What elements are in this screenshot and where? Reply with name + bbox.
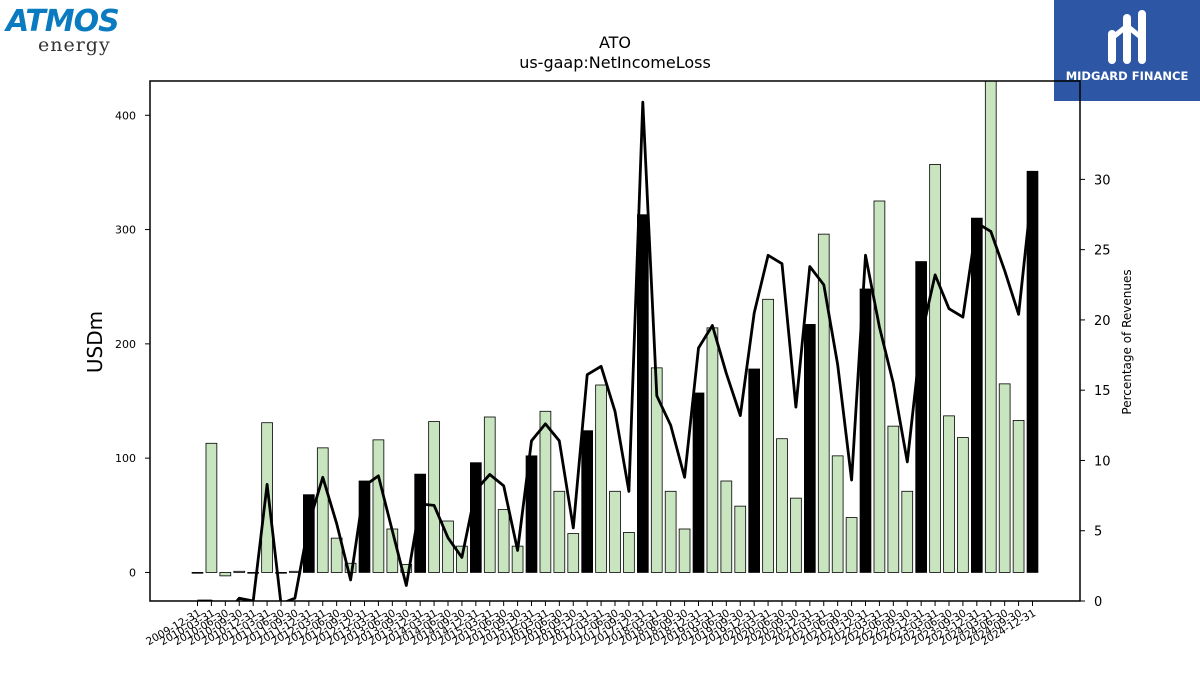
y2-tick-label: 15 <box>1094 384 1111 399</box>
bar <box>998 383 1011 573</box>
bar <box>205 442 218 573</box>
chart-subtitle: us-gaap:NetIncomeLoss <box>519 53 711 72</box>
bar <box>581 430 593 573</box>
bar <box>428 421 440 573</box>
y2-axis-label: Percentage of Revenues <box>1120 269 1134 414</box>
bar <box>316 447 329 573</box>
bar <box>887 425 900 573</box>
bar <box>943 415 955 573</box>
y-axis-label: USDm <box>83 311 107 373</box>
atmos-logo-text: ATMOS <box>6 4 120 39</box>
bar <box>1026 170 1039 573</box>
bar <box>470 462 482 573</box>
series-line <box>197 100 1034 601</box>
plot-area: 01002003004000510152025302009-12-312010-… <box>115 80 1111 648</box>
bar <box>261 422 273 573</box>
bar <box>762 298 774 573</box>
midgard-finance-label: MIDGARD FINANCE <box>1065 69 1189 83</box>
y2-tick-label: 0 <box>1094 595 1102 610</box>
y2-tick-label: 30 <box>1094 173 1111 188</box>
bar <box>831 455 844 573</box>
y-tick-label: 400 <box>115 109 136 122</box>
bar <box>776 438 788 573</box>
bar <box>984 81 997 573</box>
y-tick-label: 200 <box>115 338 136 351</box>
bar <box>539 410 552 573</box>
bar <box>790 497 802 573</box>
bar <box>692 392 705 573</box>
bar <box>678 528 691 573</box>
bar <box>859 288 872 573</box>
bar <box>456 545 468 573</box>
y2-tick-label: 10 <box>1094 454 1111 469</box>
bar <box>303 494 315 573</box>
bar <box>748 368 760 573</box>
bar <box>957 437 969 573</box>
bar <box>720 480 733 573</box>
bar <box>901 490 914 573</box>
bar <box>609 490 621 573</box>
bar <box>734 505 747 573</box>
bar <box>247 572 259 574</box>
bar <box>817 233 830 573</box>
bar <box>845 517 858 573</box>
bar <box>330 537 343 573</box>
bar <box>623 532 635 573</box>
bar <box>233 570 246 573</box>
bar <box>567 533 580 573</box>
bar <box>219 572 232 577</box>
bar <box>553 490 566 573</box>
y2-tick-label: 20 <box>1094 314 1111 329</box>
midgard-mark-icon <box>1108 10 1146 64</box>
bar <box>971 217 983 573</box>
bar <box>275 572 287 574</box>
bar <box>372 439 385 573</box>
bar <box>804 324 816 573</box>
bar <box>915 261 927 573</box>
bar <box>191 572 204 574</box>
y-tick-label: 0 <box>129 566 136 579</box>
bar <box>706 327 719 573</box>
y2-tick-label: 5 <box>1094 525 1102 540</box>
bar <box>873 200 886 573</box>
midgard-finance-logo: MIDGARD FINANCE <box>1054 0 1200 101</box>
atmos-energy-logo: ATMOS energy <box>4 4 130 60</box>
chart-title: ATO <box>599 33 631 52</box>
bar <box>483 416 496 573</box>
bar <box>1012 420 1025 573</box>
y-tick-label: 100 <box>115 452 136 465</box>
bar <box>929 164 941 573</box>
bar <box>525 455 538 573</box>
bar <box>595 384 607 573</box>
bar <box>414 473 426 573</box>
y-tick-label: 300 <box>115 224 136 237</box>
bar <box>664 490 677 573</box>
bar <box>637 214 649 573</box>
bar <box>497 509 510 573</box>
energy-logo-text: energy <box>38 34 111 56</box>
y2-tick-label: 25 <box>1094 244 1111 259</box>
